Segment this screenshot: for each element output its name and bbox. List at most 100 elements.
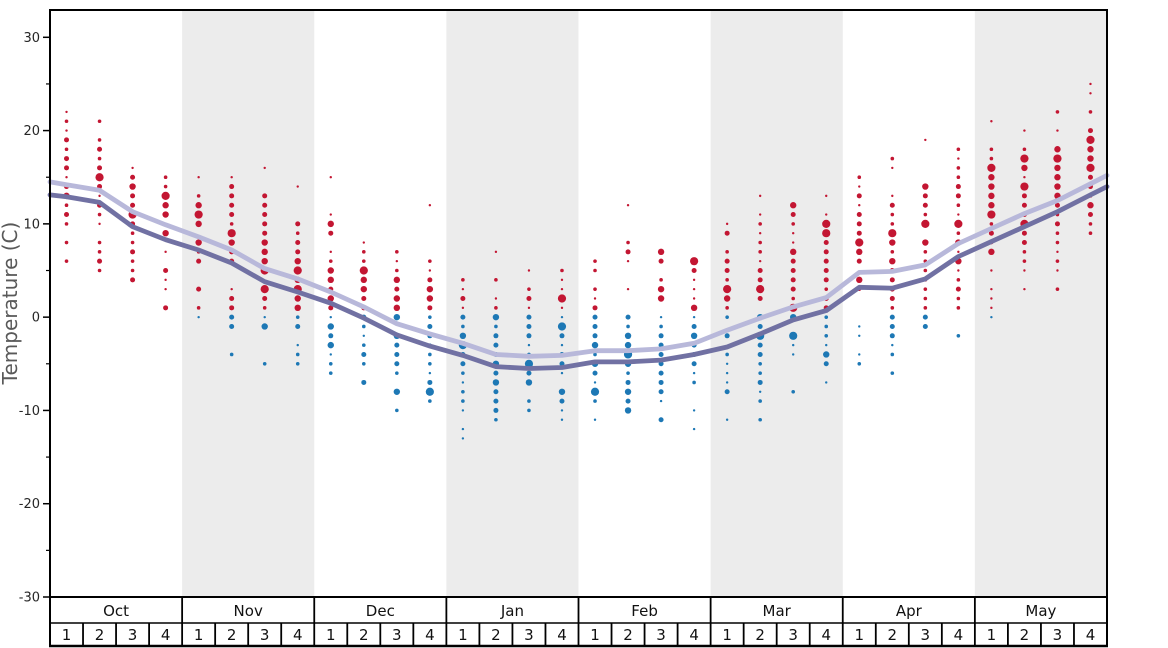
temperature-dot (560, 371, 564, 375)
week-number-label: 1 (590, 626, 600, 644)
temperature-dot (262, 202, 268, 208)
temperature-dot (856, 212, 862, 218)
temperature-dot (1023, 176, 1026, 179)
temperature-dot (263, 315, 266, 319)
temperature-dot (823, 240, 829, 246)
temperature-dot (891, 343, 894, 347)
temperature-dot (263, 166, 266, 170)
temperature-dot (527, 343, 531, 347)
temperature-dot (758, 417, 762, 422)
temperature-dot (889, 257, 896, 265)
temperature-dot (494, 278, 498, 282)
temperature-dot (692, 287, 696, 291)
week-number-label: 3 (1053, 626, 1063, 644)
temperature-dot (725, 371, 729, 375)
temperature-dot (692, 278, 696, 282)
week-number-label: 4 (161, 626, 171, 644)
temperature-dot (988, 192, 995, 200)
temperature-dot (1021, 240, 1027, 246)
temperature-dot (691, 323, 697, 329)
temperature-dot (229, 184, 235, 190)
temperature-dot (229, 222, 234, 226)
temperature-dot (460, 314, 466, 320)
temperature-dot (1087, 128, 1093, 134)
temperature-dot (659, 324, 663, 329)
temperature-dot (361, 351, 367, 357)
temperature-dot (987, 210, 996, 219)
temperature-dot (791, 296, 795, 301)
temperature-dot (164, 287, 167, 291)
temperature-dot (989, 222, 994, 226)
temperature-dot (723, 285, 732, 294)
temperature-dot (790, 286, 796, 292)
week-dot-column (590, 259, 600, 421)
week-number-label: 3 (524, 626, 534, 644)
temperature-dot (954, 219, 963, 228)
temperature-dot (64, 165, 70, 171)
temperature-dot (359, 266, 368, 275)
temperature-dot (659, 315, 663, 319)
temperature-dot (428, 361, 432, 366)
temperature-dot (428, 269, 432, 272)
temperature-dot (557, 294, 567, 303)
temperature-dot (294, 257, 301, 265)
temperature-dot (725, 250, 729, 254)
temperature-dot (593, 418, 597, 421)
temperature-dot (327, 295, 334, 302)
y-tick-label: 20 (23, 124, 40, 139)
temperature-dot (328, 333, 334, 339)
temperature-dot (725, 222, 729, 226)
temperature-dot (194, 210, 203, 219)
temperature-dot (261, 239, 268, 246)
temperature-dot (461, 306, 465, 310)
temperature-dot (428, 352, 432, 357)
temperature-dot (64, 119, 69, 124)
temperature-dot (526, 370, 532, 376)
temperature-dot (527, 306, 531, 310)
temperature-dot (888, 229, 897, 238)
temperature-dot (162, 211, 169, 218)
temperature-dot (758, 231, 762, 235)
temperature-dot (1086, 135, 1095, 145)
temperature-dot (825, 213, 828, 216)
week-number-label: 2 (491, 626, 501, 644)
temperature-dot (97, 119, 102, 124)
temperature-dot (97, 240, 102, 245)
temperature-dot (625, 249, 631, 255)
temperature-dot (428, 259, 432, 263)
temperature-dot (658, 333, 664, 339)
temperature-dot (295, 315, 300, 319)
temperature-dot (196, 286, 202, 292)
temperature-dot (461, 427, 465, 431)
temperature-dot (230, 176, 233, 179)
y-tick-label: 30 (23, 31, 40, 46)
temperature-dot (261, 248, 268, 256)
temperature-dot (757, 342, 763, 348)
week-dot-column (524, 269, 534, 413)
temperature-dot (1087, 174, 1093, 180)
temperature-dot (130, 259, 135, 263)
temperature-dot (858, 353, 861, 356)
temperature-dot (822, 229, 831, 238)
temperature-dot (955, 286, 961, 292)
temperature-dot (395, 259, 399, 263)
temperature-dot (955, 193, 961, 199)
temperature-dot (295, 352, 300, 357)
week-number-label: 3 (788, 626, 798, 644)
temperature-dot (890, 222, 895, 226)
temperature-dot (823, 258, 829, 264)
temperature-dot (328, 371, 333, 375)
temperature-dot (889, 295, 895, 301)
temperature-dot (558, 388, 566, 395)
temperature-dot (164, 278, 167, 282)
temperature-dot (295, 240, 301, 246)
temperature-dot (592, 323, 598, 329)
temperature-dot (1055, 240, 1060, 245)
temperature-dot (923, 212, 928, 217)
temperature-dot (328, 305, 334, 311)
temperature-dot (725, 418, 729, 421)
temperature-dot (593, 381, 597, 384)
temperature-dot (395, 268, 399, 273)
temperature-dot (428, 315, 432, 319)
temperature-dot (394, 342, 400, 348)
